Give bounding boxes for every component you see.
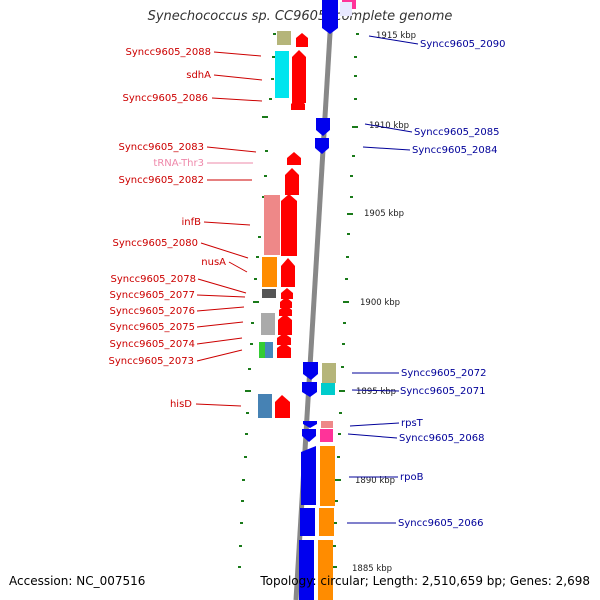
gene-label-syncc9605-2080: Syncc9605_2080 [113,238,199,249]
reverse-gene [322,0,338,34]
reverse-gene [302,382,317,397]
gene-category-box [318,540,333,600]
gene-category-box [322,363,336,383]
gene-label-syncc9605-2085: Syncc9605_2085 [414,127,500,138]
forward-gene [280,297,292,308]
forward-gene [281,194,297,256]
forward-gene [275,395,290,418]
tick-label: 1910 kbp [369,121,409,131]
gene-label-syncc9605-2073: Syncc9605_2073 [109,356,195,367]
forward-gene [285,168,299,195]
gene-category-box [261,313,275,335]
forward-gene [278,314,292,335]
tick-label: 1900 kbp [360,298,400,308]
tick-label: 1895 kbp [356,387,396,397]
gene-label-syncc9605-2066: Syncc9605_2066 [398,518,484,529]
reverse-gene [300,508,315,536]
reverse-gene [303,362,318,380]
gene-category-box [319,508,334,536]
gene-category-box [320,446,335,506]
gene-label-syncc9605-2071: Syncc9605_2071 [400,386,486,397]
reverse-gene [303,421,317,428]
gene-label-syncc9605-2068: Syncc9605_2068 [399,433,485,444]
forward-gene [296,33,308,47]
left-leader-lines [195,51,263,407]
forward-gene [277,343,291,358]
gene-category-box [264,195,280,255]
reverse-gene [315,138,329,154]
forward-gene [291,98,305,110]
gene-category-box [275,51,289,98]
gene-label-syncc9605-2072: Syncc9605_2072 [401,368,487,379]
forward-gene [292,50,306,103]
gene-label-syncc9605-2084: Syncc9605_2084 [412,145,498,156]
gene-label-syncc9605-2077: Syncc9605_2077 [110,290,196,301]
forward-gene [287,152,301,165]
tick-label: 1890 kbp [355,476,395,486]
gene-category-box [262,257,277,287]
reverse-gene-feature [340,2,352,16]
gene-label-syncc9605-2083: Syncc9605_2083 [119,142,205,153]
forward-gene [277,333,291,345]
gene-label-infb: infB [182,217,202,228]
reverse-gene [301,446,316,505]
gene-label-rpob: rpoB [400,472,424,483]
gene-category-box [265,342,273,358]
gene-category-box [321,421,333,428]
genome-title: Synechococcus sp. CC9605, complete genom… [147,9,453,24]
gene-category-box [321,383,335,395]
accession-text: Accession: NC_007516 [9,574,146,588]
reverse-gene [316,118,330,136]
reverse-gene [299,540,314,600]
gene-label-syncc9605-2075: Syncc9605_2075 [110,322,196,333]
gene-label-syncc9605-2086: Syncc9605_2086 [123,93,209,104]
gene-category-box [320,429,333,442]
gene-label-hisd: hisD [170,399,192,410]
gene-label-syncc9605-2088: Syncc9605_2088 [126,47,212,58]
gene-category-box [277,31,291,45]
topology-text: Topology: circular; Length: 2,510,659 bp… [260,574,590,588]
gene-label-syncc9605-2082: Syncc9605_2082 [119,175,205,186]
tick-label: 1915 kbp [376,31,416,41]
gene-label-nusa: nusA [201,257,226,268]
gene-category-box [259,342,265,358]
gene-category-box [258,394,272,418]
gene-label-syncc9605-2090: Syncc9605_2090 [420,39,506,50]
gene-label-rpst: rpsT [401,418,424,429]
forward-gene [281,288,293,299]
right-leader-lines [347,35,419,524]
gene-label-syncc9605-2074: Syncc9605_2074 [110,339,196,350]
gene-category-box [262,289,276,298]
gene-label-trna-thr3: tRNA-Thr3 [153,158,204,169]
tick-dashes [238,33,359,568]
gene-label-syncc9605-2078: Syncc9605_2078 [111,274,197,285]
gene-label-syncc9605-2076: Syncc9605_2076 [110,306,196,317]
forward-gene [281,258,295,287]
reverse-gene [302,429,316,442]
tick-label: 1885 kbp [352,564,392,574]
forward-gene [279,305,292,316]
gene-label-sdha: sdhA [186,70,211,81]
tick-label: 1905 kbp [364,209,404,219]
